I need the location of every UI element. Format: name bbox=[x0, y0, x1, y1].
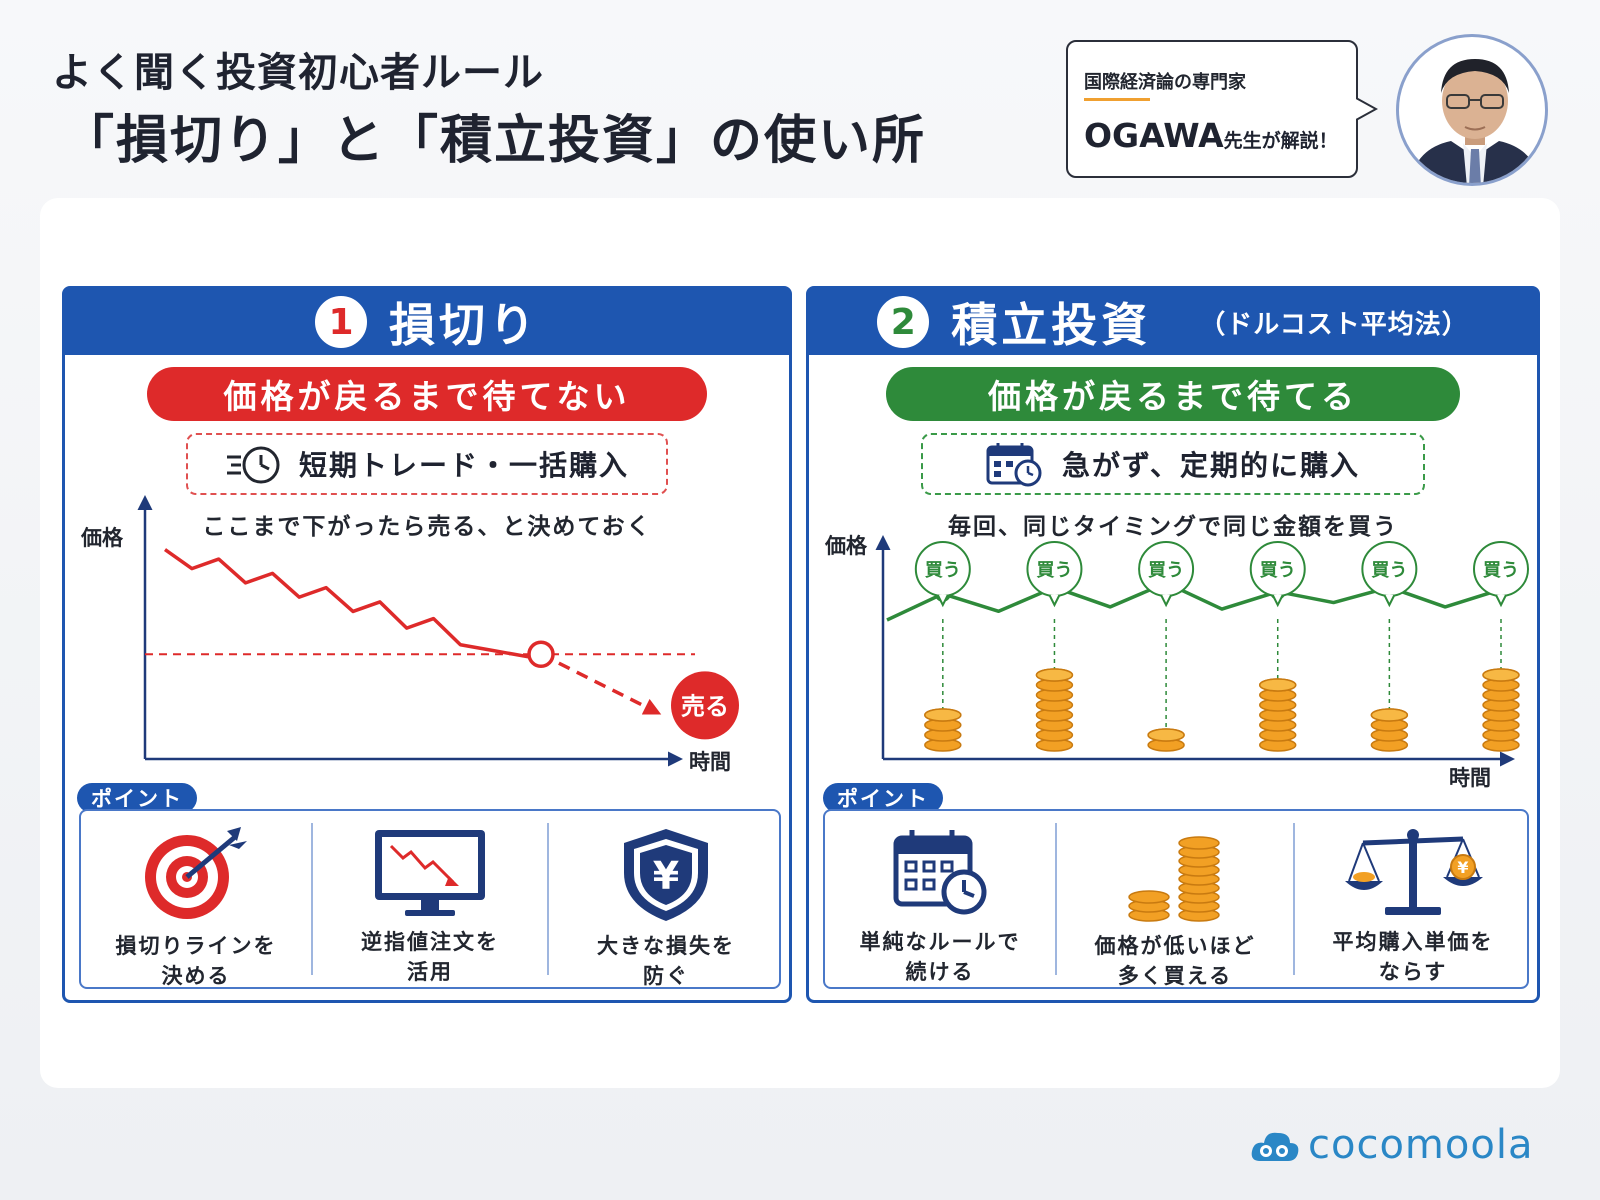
monitor-chart-icon bbox=[375, 830, 485, 916]
point-tag: ポイント bbox=[77, 783, 197, 813]
speaker-role: 国際経済論の専門家 bbox=[1084, 72, 1246, 93]
point-text: 大きな損失を 防ぐ bbox=[597, 934, 735, 988]
coin-top bbox=[1258, 678, 1297, 692]
point-item-stop-line: 損切りラインを 決める bbox=[81, 811, 311, 988]
bubble-tail bbox=[1356, 97, 1378, 121]
number-badge: 2 bbox=[877, 296, 930, 348]
panel-header: 1 損切り bbox=[65, 289, 789, 355]
panel-title-sub: （ドルコスト平均法） bbox=[1199, 309, 1469, 340]
buy-badge-tail bbox=[1271, 594, 1284, 608]
panel-pill: 価格が戻るまで待てる bbox=[886, 367, 1460, 421]
buy-label: 買う bbox=[1148, 560, 1184, 581]
calendar-clock-icon bbox=[893, 830, 987, 915]
panel-dca: 2 積立投資 （ドルコスト平均法） 価格が戻るまで待てる 急がず、定期的に購入 … bbox=[806, 286, 1540, 1003]
person-icon bbox=[1409, 59, 1541, 183]
point-text: 価格が低いほど 多く買える bbox=[1094, 934, 1256, 988]
x-axis-label: 時間 bbox=[689, 750, 731, 774]
point-box: 単純なルールで 続ける 価格が低いほど 多く買える bbox=[823, 809, 1529, 989]
subtitle-text: 短期トレード・一括購入 bbox=[298, 449, 629, 482]
coin bbox=[1178, 836, 1220, 850]
svg-text:¥: ¥ bbox=[653, 854, 679, 898]
dca-chart: 価格 時間 買う 買う 買う 買う 買う 買う bbox=[824, 534, 1529, 789]
chart-caption: 毎回、同じタイミングで同じ金額を買う bbox=[948, 514, 1398, 540]
page-title-line1: よく聞く投資初心者ルール bbox=[52, 50, 544, 96]
y-axis-label: 価格 bbox=[80, 526, 124, 550]
projection-arrow bbox=[540, 652, 662, 715]
speaker-avatar bbox=[1396, 34, 1548, 186]
panel-pill: 価格が戻るまで待てない bbox=[147, 367, 707, 421]
page-title-line2: 「損切り」と「積立投資」の使い所 bbox=[62, 111, 927, 171]
buy-badge-tail bbox=[1160, 594, 1172, 608]
buy-label: 買う bbox=[1483, 560, 1519, 581]
subtitle-box: 短期トレード・一括購入 bbox=[186, 433, 668, 495]
panel-header: 2 積立投資 （ドルコスト平均法） bbox=[809, 289, 1537, 355]
coin-top bbox=[1482, 668, 1520, 682]
stop-loss-point bbox=[527, 640, 555, 669]
number-badge: 1 bbox=[315, 296, 367, 348]
panel-title: 損切り bbox=[389, 298, 539, 352]
panel-stop-loss: 1 損切り 価格が戻るまで待てない 短期トレード・一括購入 ここまで下がったら売… bbox=[62, 286, 792, 1003]
subtitle-box: 急がず、定期的に購入 bbox=[921, 433, 1425, 495]
calendar-clock-icon bbox=[986, 443, 1042, 487]
buy-label: 買う bbox=[1260, 560, 1296, 581]
point-text: 平均購入単価を ならす bbox=[1332, 930, 1494, 984]
subtitle-text: 急がず、定期的に購入 bbox=[1061, 449, 1361, 482]
buy-label: 買う bbox=[1036, 560, 1072, 581]
speaker-bubble: 国際経済論の専門家 OGAWA先生が解説！ bbox=[1066, 40, 1358, 178]
buy-badge-tail bbox=[1495, 594, 1507, 608]
yen-shield-icon: ¥ bbox=[624, 829, 708, 921]
sell-label: 売る bbox=[681, 692, 729, 720]
target-icon bbox=[145, 827, 247, 919]
coin-top bbox=[1147, 728, 1185, 742]
x-axis-label: 時間 bbox=[1449, 766, 1491, 789]
speaker-name-line: OGAWA先生が解説！ bbox=[1084, 116, 1338, 155]
svg-text:¥: ¥ bbox=[1457, 858, 1468, 877]
sell-badge bbox=[671, 671, 739, 740]
buy-badge-tail bbox=[1048, 594, 1061, 608]
divider bbox=[547, 823, 549, 975]
fast-clock-icon bbox=[226, 446, 280, 484]
coin-top bbox=[1370, 708, 1409, 722]
point-item-prevent-loss: ¥ 大きな損失を 防ぐ bbox=[549, 811, 783, 988]
coin-stack-icon bbox=[1128, 836, 1220, 922]
point-item-stop-order: 逆指値注文を 活用 bbox=[313, 811, 547, 987]
point-item-average-price: ¥ 平均購入単価を ならす bbox=[1295, 811, 1531, 987]
coin bbox=[1128, 890, 1170, 904]
divider bbox=[311, 823, 313, 975]
coin-top bbox=[924, 708, 962, 722]
y-axis-label: 価格 bbox=[824, 534, 868, 558]
point-text: 損切りラインを 決める bbox=[115, 934, 277, 988]
point-box: 損切りラインを 決める 逆指値注文を 活用 bbox=[79, 809, 781, 989]
logo-text: cocomoola bbox=[1308, 1122, 1534, 1168]
buy-badge-tail bbox=[936, 594, 949, 608]
balance-scale-icon: ¥ bbox=[1345, 829, 1483, 915]
point-tag: ポイント bbox=[823, 783, 943, 813]
buy-badge-tail bbox=[1383, 594, 1396, 608]
price-line bbox=[163, 548, 542, 661]
point-item-buy-more: 価格が低いほど 多く買える bbox=[1057, 811, 1293, 988]
divider bbox=[1293, 823, 1295, 975]
point-text: 逆指値注文を 活用 bbox=[361, 930, 499, 984]
point-item-simple-rule: 単純なルールで 続ける bbox=[825, 811, 1055, 987]
buy-label: 買う bbox=[925, 560, 961, 581]
speaker-name-suffix: 先生が解説！ bbox=[1223, 130, 1338, 152]
speaker-name: OGAWA bbox=[1084, 116, 1224, 155]
cloud-logo-icon bbox=[1251, 1132, 1299, 1161]
coin-top bbox=[1035, 668, 1074, 682]
divider bbox=[1055, 823, 1057, 975]
bubble-underline bbox=[1084, 98, 1150, 101]
panel-title: 積立投資 bbox=[951, 298, 1152, 352]
stop-loss-chart: 価格 時間 売る bbox=[80, 495, 739, 774]
chart-caption: ここまで下がったら売る、と決めておく bbox=[202, 514, 652, 540]
buy-label: 買う bbox=[1371, 560, 1407, 581]
point-text: 単純なルールで 続ける bbox=[859, 930, 1021, 984]
brand-logo: cocomoola bbox=[1250, 1122, 1533, 1168]
